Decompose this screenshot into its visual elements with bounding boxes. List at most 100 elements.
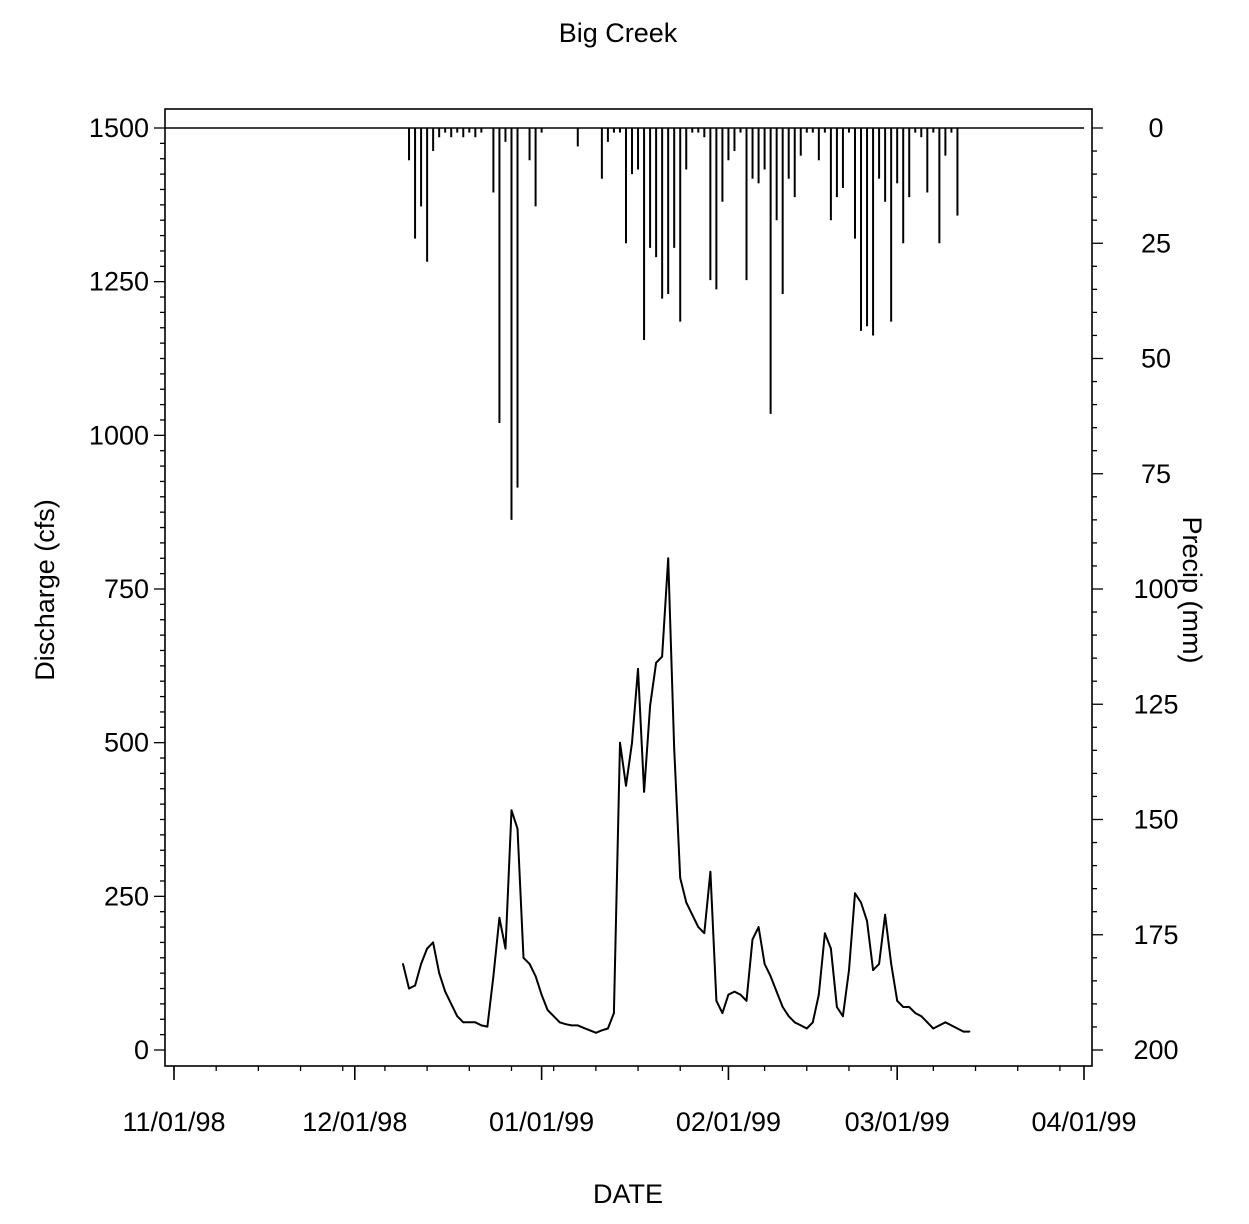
y-tick-label: 1000 [89, 420, 149, 450]
y-tick-label: 250 [104, 881, 149, 911]
discharge-point [450, 1003, 453, 1005]
discharge-point [402, 963, 404, 965]
discharge-point [829, 947, 832, 950]
discharge-point [534, 975, 537, 978]
discharge-point [799, 1024, 802, 1027]
discharge-point [613, 1012, 615, 1015]
discharge-point [787, 1015, 790, 1018]
discharge-point [619, 741, 621, 744]
discharge-point [817, 993, 820, 996]
x-tick-label: 03/01/99 [845, 1107, 950, 1137]
x-tick-label: 11/01/98 [122, 1107, 225, 1137]
discharge-point [956, 1027, 959, 1030]
discharge-point [432, 941, 435, 944]
discharge-point [570, 1024, 573, 1027]
discharge-point [649, 704, 651, 707]
y2-tick-label: 175 [1133, 920, 1178, 950]
discharge-point [739, 993, 742, 996]
discharge-point [697, 926, 700, 928]
plot-frame [164, 108, 1093, 1067]
discharge-point [944, 1021, 947, 1024]
discharge-point [763, 963, 766, 965]
chart-title: Big Creek [559, 18, 678, 48]
discharge-point [510, 809, 513, 812]
axes: 0 250 500 750 1000 1250 1500 0 25 50 75 100 125 150 17… [89, 108, 1179, 1137]
discharge-point [516, 827, 519, 830]
discharge-point [757, 926, 760, 928]
discharge-point [908, 1006, 911, 1008]
y2-tick-label: 200 [1133, 1035, 1178, 1065]
discharge-point [420, 963, 422, 965]
x-tick-label: 04/01/99 [1031, 1107, 1136, 1137]
precip-bars [165, 127, 1084, 520]
discharge-point [709, 870, 712, 873]
x-tick-label: 01/01/99 [489, 1107, 594, 1137]
discharge-point [492, 975, 495, 978]
discharge-point [456, 1015, 459, 1018]
discharge-point [588, 1029, 591, 1032]
discharge-point [842, 1015, 844, 1018]
discharge-point [667, 557, 670, 560]
discharge-point [733, 990, 736, 993]
discharge-point [408, 987, 410, 990]
discharge-point [679, 876, 682, 879]
discharge-point [552, 1015, 555, 1018]
y-tick-label: 500 [104, 728, 149, 758]
discharge-point [854, 892, 856, 895]
discharge-point [540, 993, 543, 996]
discharge-point [902, 1006, 905, 1008]
discharge-point [926, 1021, 929, 1024]
discharge-point [474, 1021, 477, 1024]
discharge-point [703, 932, 706, 935]
discharge-point [962, 1030, 965, 1033]
discharge-point [860, 901, 862, 904]
discharge-point [655, 661, 658, 664]
discharge-point [600, 1029, 603, 1032]
x-tick-label: 02/01/99 [676, 1107, 781, 1137]
discharge-point [564, 1023, 567, 1026]
discharge-point [950, 1024, 953, 1027]
discharge-point [631, 741, 633, 744]
discharge-point [522, 956, 525, 959]
discharge-point [896, 999, 899, 1002]
discharge-point [769, 975, 772, 978]
discharge-point [691, 913, 694, 916]
discharge-point [625, 784, 627, 787]
discharge-point [607, 1027, 609, 1030]
discharge-point [811, 1021, 814, 1024]
discharge-point [751, 938, 754, 941]
y2-tick-label: 75 [1141, 459, 1171, 489]
discharge-point [884, 913, 887, 916]
discharge-point [685, 901, 688, 904]
discharge-point [643, 790, 645, 793]
discharge-point [932, 1027, 935, 1030]
discharge-point [878, 963, 880, 965]
discharge-point [504, 947, 507, 950]
discharge-point [745, 999, 748, 1002]
discharge-point [721, 1012, 724, 1015]
discharge-point [727, 993, 730, 996]
y2-tick-label: 150 [1133, 805, 1178, 835]
y2-axis-title: Precip (mm) [1177, 517, 1207, 664]
y2-tick-label: 100 [1133, 574, 1178, 604]
discharge-point [968, 1030, 971, 1033]
discharge-point [468, 1021, 471, 1024]
discharge-point [498, 916, 501, 919]
y2-tick-label: 50 [1141, 344, 1171, 374]
y2-tick-label: 25 [1141, 228, 1171, 258]
x-tick-label: 12/01/98 [302, 1107, 407, 1137]
discharge-point [558, 1021, 561, 1024]
discharge-point [805, 1027, 808, 1030]
y2-tick-label: 125 [1133, 689, 1178, 719]
y-tick-label: 750 [104, 574, 149, 604]
discharge-point [462, 1021, 465, 1024]
discharge-point [637, 668, 639, 670]
x-axis-title: DATE [593, 1179, 663, 1209]
discharge-point [823, 932, 826, 935]
discharge-point [872, 969, 874, 971]
discharge-point [781, 1006, 784, 1008]
discharge-point [582, 1026, 585, 1029]
discharge-point [444, 990, 447, 993]
discharge-point [938, 1024, 941, 1027]
